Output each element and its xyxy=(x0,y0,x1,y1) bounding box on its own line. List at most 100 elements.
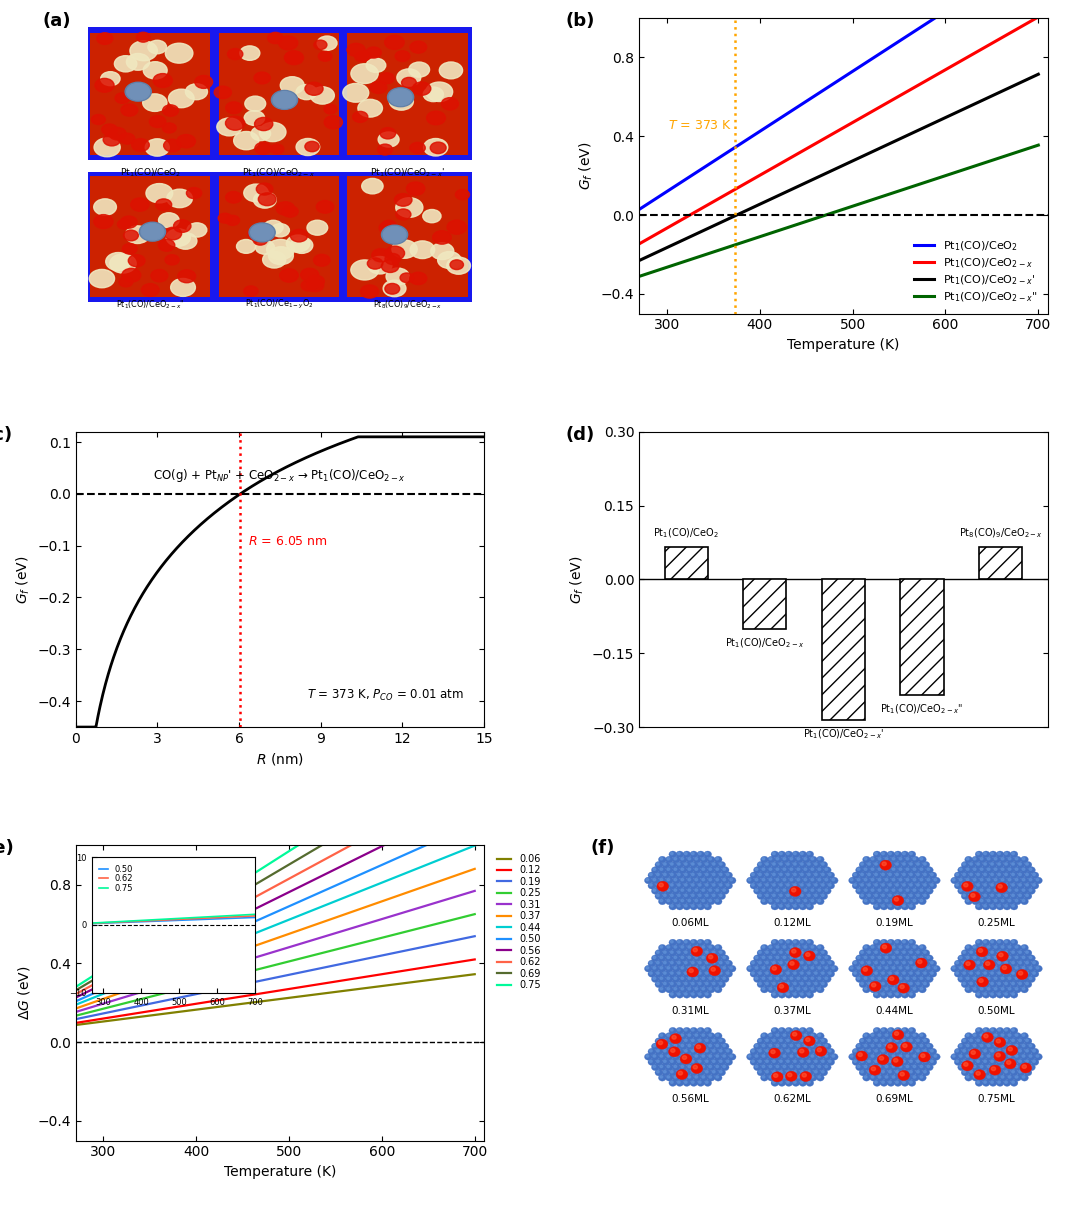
Circle shape xyxy=(984,873,986,875)
Circle shape xyxy=(671,993,673,995)
Circle shape xyxy=(1027,966,1036,972)
Circle shape xyxy=(905,975,913,982)
Circle shape xyxy=(680,956,684,958)
Circle shape xyxy=(1007,975,1014,982)
Circle shape xyxy=(877,898,885,905)
Circle shape xyxy=(1001,946,1004,947)
Circle shape xyxy=(663,1039,666,1042)
Circle shape xyxy=(685,884,687,886)
Circle shape xyxy=(927,1055,930,1057)
Circle shape xyxy=(794,1060,796,1062)
Circle shape xyxy=(685,951,687,954)
Circle shape xyxy=(688,879,690,881)
Circle shape xyxy=(972,856,980,863)
Circle shape xyxy=(995,899,997,902)
Circle shape xyxy=(687,898,694,905)
Circle shape xyxy=(716,888,718,891)
Circle shape xyxy=(901,970,908,978)
Circle shape xyxy=(873,893,881,899)
Circle shape xyxy=(711,1069,718,1075)
Circle shape xyxy=(978,944,986,951)
Circle shape xyxy=(777,987,779,990)
Circle shape xyxy=(718,981,726,987)
Circle shape xyxy=(894,1027,902,1034)
Circle shape xyxy=(816,986,824,993)
Circle shape xyxy=(657,1060,659,1062)
Circle shape xyxy=(777,946,779,947)
Circle shape xyxy=(673,1054,680,1060)
Text: (d): (d) xyxy=(566,426,595,444)
Circle shape xyxy=(913,868,916,870)
Circle shape xyxy=(758,951,761,954)
Circle shape xyxy=(956,1050,959,1053)
0.69 xyxy=(357,814,370,828)
Circle shape xyxy=(989,851,997,858)
Circle shape xyxy=(804,1036,815,1046)
Circle shape xyxy=(864,857,867,859)
Circle shape xyxy=(699,962,701,963)
Circle shape xyxy=(995,857,997,859)
Circle shape xyxy=(883,955,891,962)
Circle shape xyxy=(716,1075,718,1078)
Circle shape xyxy=(901,1069,908,1075)
Circle shape xyxy=(762,946,765,947)
Circle shape xyxy=(693,955,701,962)
Circle shape xyxy=(713,863,715,865)
Circle shape xyxy=(886,967,888,969)
Circle shape xyxy=(792,888,796,892)
Circle shape xyxy=(860,1048,867,1055)
Circle shape xyxy=(791,1044,793,1046)
Circle shape xyxy=(922,981,930,987)
Circle shape xyxy=(804,868,807,870)
Circle shape xyxy=(780,904,782,906)
Legend: 0.06, 0.12, 0.19, 0.25, 0.31, 0.37, 0.44, 0.50, 0.56, 0.62, 0.69, 0.75: 0.06, 0.12, 0.19, 0.25, 0.31, 0.37, 0.44… xyxy=(492,850,544,993)
Circle shape xyxy=(1010,862,1017,868)
Circle shape xyxy=(785,1069,793,1075)
Circle shape xyxy=(877,944,885,951)
Circle shape xyxy=(771,991,779,998)
Circle shape xyxy=(691,873,694,875)
Pt$_1$(CO)/CeO$_{2-x}$ xyxy=(1031,10,1044,24)
Circle shape xyxy=(861,884,863,886)
Circle shape xyxy=(791,1034,793,1037)
Circle shape xyxy=(982,960,990,967)
Circle shape xyxy=(131,198,149,211)
Circle shape xyxy=(702,868,704,870)
Circle shape xyxy=(901,960,908,967)
Circle shape xyxy=(772,951,775,954)
Circle shape xyxy=(867,894,870,897)
Circle shape xyxy=(869,975,877,982)
Circle shape xyxy=(794,993,796,995)
Circle shape xyxy=(808,993,810,995)
Circle shape xyxy=(866,1069,874,1075)
Circle shape xyxy=(811,956,813,958)
Circle shape xyxy=(800,1072,811,1081)
Circle shape xyxy=(690,903,698,910)
Circle shape xyxy=(811,868,813,870)
Circle shape xyxy=(766,982,768,985)
Circle shape xyxy=(690,1048,698,1055)
Circle shape xyxy=(688,987,690,990)
Circle shape xyxy=(912,1043,919,1050)
Circle shape xyxy=(1024,960,1031,967)
Circle shape xyxy=(690,981,698,987)
Circle shape xyxy=(906,1034,908,1037)
Circle shape xyxy=(296,139,320,156)
Circle shape xyxy=(697,1045,701,1049)
Circle shape xyxy=(906,868,908,870)
Circle shape xyxy=(786,940,789,943)
Circle shape xyxy=(649,972,652,974)
Circle shape xyxy=(998,962,1000,963)
Circle shape xyxy=(818,956,821,958)
Circle shape xyxy=(806,981,813,987)
Circle shape xyxy=(909,1039,913,1042)
Circle shape xyxy=(800,1028,804,1031)
Circle shape xyxy=(969,981,976,987)
Circle shape xyxy=(760,898,768,905)
Circle shape xyxy=(688,967,690,969)
Circle shape xyxy=(762,888,765,891)
Circle shape xyxy=(780,894,782,897)
Circle shape xyxy=(908,1079,916,1086)
Circle shape xyxy=(700,955,708,962)
Circle shape xyxy=(707,944,715,951)
